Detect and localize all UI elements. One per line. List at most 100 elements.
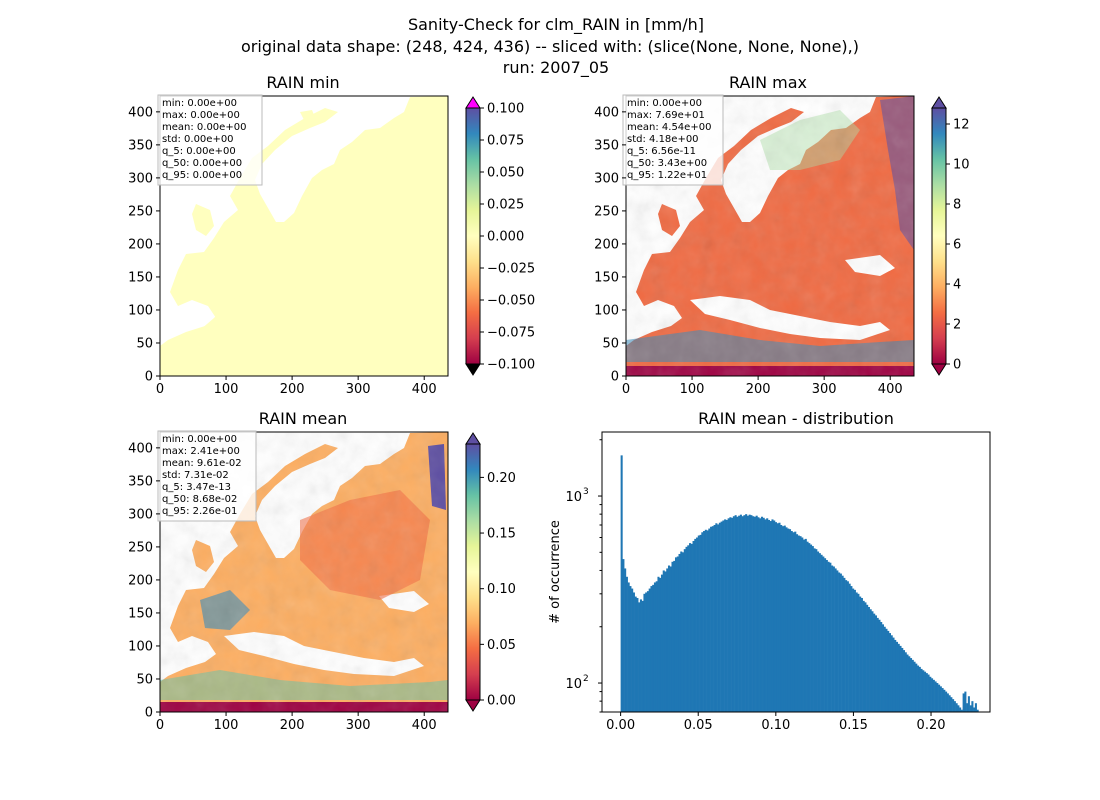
y-tick-label: 10 <box>565 490 582 505</box>
colorbar-tick-label: −0.025 <box>487 262 535 277</box>
colorbar-tick-label: −0.100 <box>487 358 535 373</box>
y-tick-label: 0 <box>611 370 619 385</box>
histogram-bar <box>785 527 788 712</box>
histogram-bar <box>717 524 720 712</box>
histogram-bar <box>645 592 648 712</box>
histogram-bar <box>729 517 732 712</box>
histogram-bar <box>867 607 870 712</box>
x-tick-label: 300 <box>812 382 837 397</box>
y-tick-label: 200 <box>594 237 619 252</box>
x-tick-label: 0 <box>156 382 164 397</box>
histogram-bar <box>966 703 969 712</box>
histogram-bar <box>817 551 820 712</box>
axes-ticks: 0 100 200 300 400 0 50 100 150 200 250 300 350 400 <box>128 441 436 733</box>
histogram-bar <box>950 697 953 712</box>
histogram-bar <box>917 665 920 712</box>
colorbar-tick-label: 6 <box>953 238 961 253</box>
histogram-bar <box>781 526 785 712</box>
histogram-bar <box>622 559 625 712</box>
y-tick-label: 150 <box>594 270 619 285</box>
histogram-bar <box>883 626 886 712</box>
histogram-bar <box>766 518 769 712</box>
histogram-bar <box>804 538 807 712</box>
colorbar-tick-label: −0.075 <box>487 326 535 341</box>
stats-line: std: 7.31e-02 <box>162 470 229 481</box>
histogram-bar <box>962 693 965 712</box>
histogram-bar <box>897 643 900 712</box>
histogram-bar <box>913 661 916 712</box>
heatmap-image <box>160 96 448 376</box>
histogram-bar <box>671 561 674 712</box>
colorbar-extend-bottom <box>465 699 481 712</box>
x-tick-label: 0 <box>622 382 630 397</box>
histogram-bar <box>680 551 683 712</box>
stats-line: min: 0.00e+00 <box>162 434 237 445</box>
histogram-bar <box>957 705 960 712</box>
histogram-bar <box>797 535 800 712</box>
stats-line: q_5: 3.47e-13 <box>162 482 231 493</box>
histogram-bar <box>631 588 634 712</box>
histogram-bar <box>673 560 676 712</box>
stats-line: q_95: 0.00e+00 <box>162 170 242 181</box>
histogram-bar <box>788 529 792 712</box>
histogram-bar <box>887 630 890 712</box>
histogram-bar <box>976 709 979 712</box>
histogram-bar <box>796 534 799 712</box>
panel-title: RAIN max <box>729 73 807 92</box>
histogram-bar <box>973 707 976 712</box>
x-tick-label: 400 <box>412 718 437 733</box>
colorbar-tick-label: 0.075 <box>487 134 524 149</box>
histogram-bar <box>703 531 706 712</box>
histogram-bar <box>901 647 904 712</box>
histogram-bar <box>841 575 844 712</box>
histogram-bar <box>669 566 672 712</box>
histogram-bar <box>945 691 948 712</box>
histogram-bar <box>746 515 749 712</box>
histogram-bar <box>953 701 956 712</box>
histogram-bar <box>725 519 728 712</box>
histogram-bar <box>704 529 707 712</box>
y-tick-label: 300 <box>128 507 153 522</box>
y-tick-label: 400 <box>594 105 619 120</box>
histogram-bar <box>960 709 963 712</box>
histogram-bar <box>687 545 690 712</box>
histogram-bar <box>808 543 811 712</box>
histogram-bar <box>627 582 630 712</box>
histogram-bar <box>682 552 685 712</box>
stats-line: q_5: 6.56e-11 <box>627 146 696 157</box>
colorbar: 0.20 0.15 0.10 0.05 0.00 <box>465 432 516 712</box>
colorbar-extend-bottom <box>931 363 947 376</box>
histogram-bar <box>710 526 713 712</box>
histogram-bar <box>776 523 779 712</box>
histogram-bar <box>934 681 937 712</box>
histogram-bar <box>736 516 739 712</box>
histogram-bar <box>711 526 714 712</box>
x-tick-label: 300 <box>346 718 371 733</box>
histogram-bar <box>724 519 727 712</box>
histogram-bar <box>801 537 804 712</box>
histogram-bar <box>853 589 856 712</box>
histogram-bar <box>904 652 907 712</box>
y-tick-label: 350 <box>594 138 619 153</box>
histogram-bar <box>701 532 704 712</box>
y-tick-label: 100 <box>128 639 153 654</box>
histogram-bar <box>652 584 655 712</box>
histogram-bar <box>938 684 941 712</box>
histogram-bar <box>639 599 642 712</box>
histogram-bar <box>706 530 709 712</box>
colorbar-tick-label: 0.15 <box>487 527 516 542</box>
histogram-bar <box>974 703 977 712</box>
histogram-bar <box>880 622 883 712</box>
histogram-bar <box>638 602 641 712</box>
histogram-bar <box>755 515 758 712</box>
colorbar-tick-label: 0.20 <box>487 471 516 486</box>
histogram-bar <box>878 619 881 712</box>
colorbar-tick-label: 8 <box>953 198 961 213</box>
histogram-bar <box>850 586 853 712</box>
stats-line: q_95: 2.26e-01 <box>162 506 237 517</box>
histogram-bar <box>818 553 821 712</box>
y-tick-label: 100 <box>128 303 153 318</box>
histogram-bar <box>834 568 837 712</box>
histogram-bar <box>655 581 658 712</box>
heatmap-image <box>160 432 448 712</box>
